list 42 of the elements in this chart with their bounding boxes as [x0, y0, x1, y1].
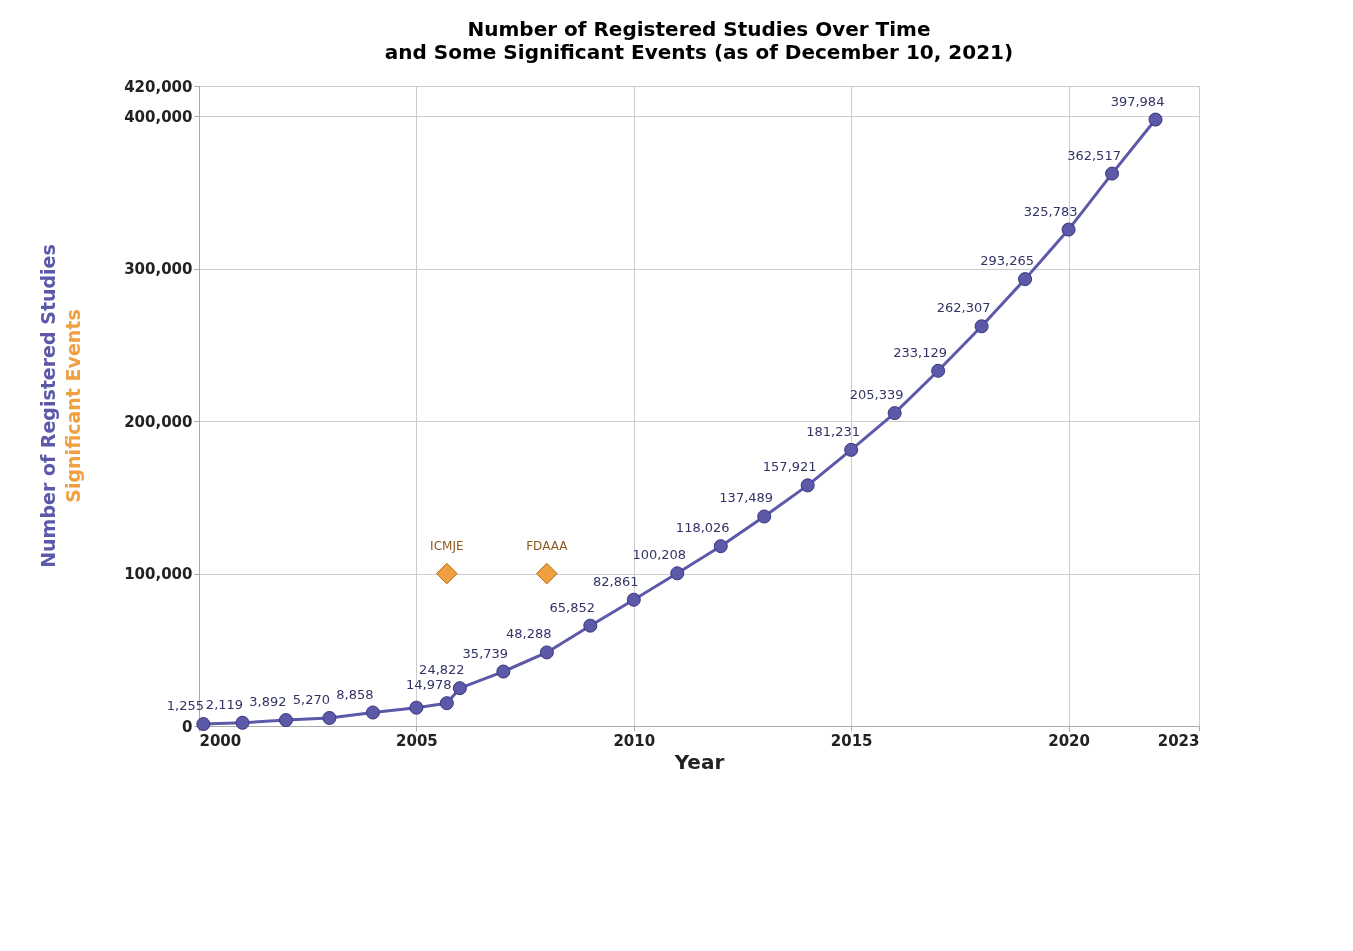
data-label: 3,892: [249, 694, 287, 710]
annotation: ICMJE: [430, 538, 464, 553]
data-label: 1,255: [166, 698, 204, 714]
data-label: 48,288: [506, 626, 552, 642]
y-tick-label: 0: [182, 717, 193, 736]
data-label: 14,978: [406, 677, 452, 693]
x-tick-label: 2020: [1048, 731, 1090, 750]
y-tick-label: 200,000: [124, 412, 193, 431]
data-label: 325,783: [1023, 203, 1078, 219]
data-label: 8,858: [336, 686, 374, 702]
x-tick-label: 2010: [613, 731, 656, 750]
data-label: 82,861: [593, 573, 639, 589]
data-label: 118,026: [675, 520, 730, 536]
y-tick-label: 420,000: [124, 77, 193, 96]
data-label: 233,129: [893, 344, 948, 360]
data-label: 2,119: [205, 696, 244, 712]
y-tick-label: 100,000: [124, 565, 193, 584]
x-tick-label: 2023: [1157, 731, 1200, 750]
y-tick-label: 300,000: [124, 260, 193, 279]
x-tick-label: 2000: [199, 731, 242, 750]
x-axis-title: Year: [673, 749, 725, 774]
data-label: 205,339: [849, 387, 904, 403]
data-label: 397,984: [1110, 93, 1165, 109]
data-label: 181,231: [806, 423, 861, 439]
data-label: 100,208: [632, 547, 687, 563]
chart-subtitle: and Some Significant Events (as of December 10, 2021): [384, 40, 1014, 64]
data-label: 157,921: [762, 459, 817, 475]
data-label: 362,517: [1067, 147, 1121, 163]
x-tick-label: 2005: [396, 731, 438, 750]
data-label: 5,270: [292, 691, 331, 707]
data-label: 293,265: [980, 253, 1034, 269]
annotation: FDAAA: [526, 538, 569, 553]
data-label: 24,822: [419, 662, 465, 678]
data-label: 65,852: [549, 599, 596, 615]
data-label: 35,739: [462, 645, 509, 661]
data-label: 262,307: [936, 300, 991, 316]
x-tick-label: 2015: [830, 731, 873, 750]
y-tick-label: 400,000: [124, 107, 193, 126]
text: Significant Events: [62, 309, 84, 503]
y-axis-title: Number of Registered Studies: [37, 244, 59, 568]
data-label: 137,489: [719, 490, 774, 506]
chart-title: Number of Registered Studies Over Time: [467, 17, 931, 41]
